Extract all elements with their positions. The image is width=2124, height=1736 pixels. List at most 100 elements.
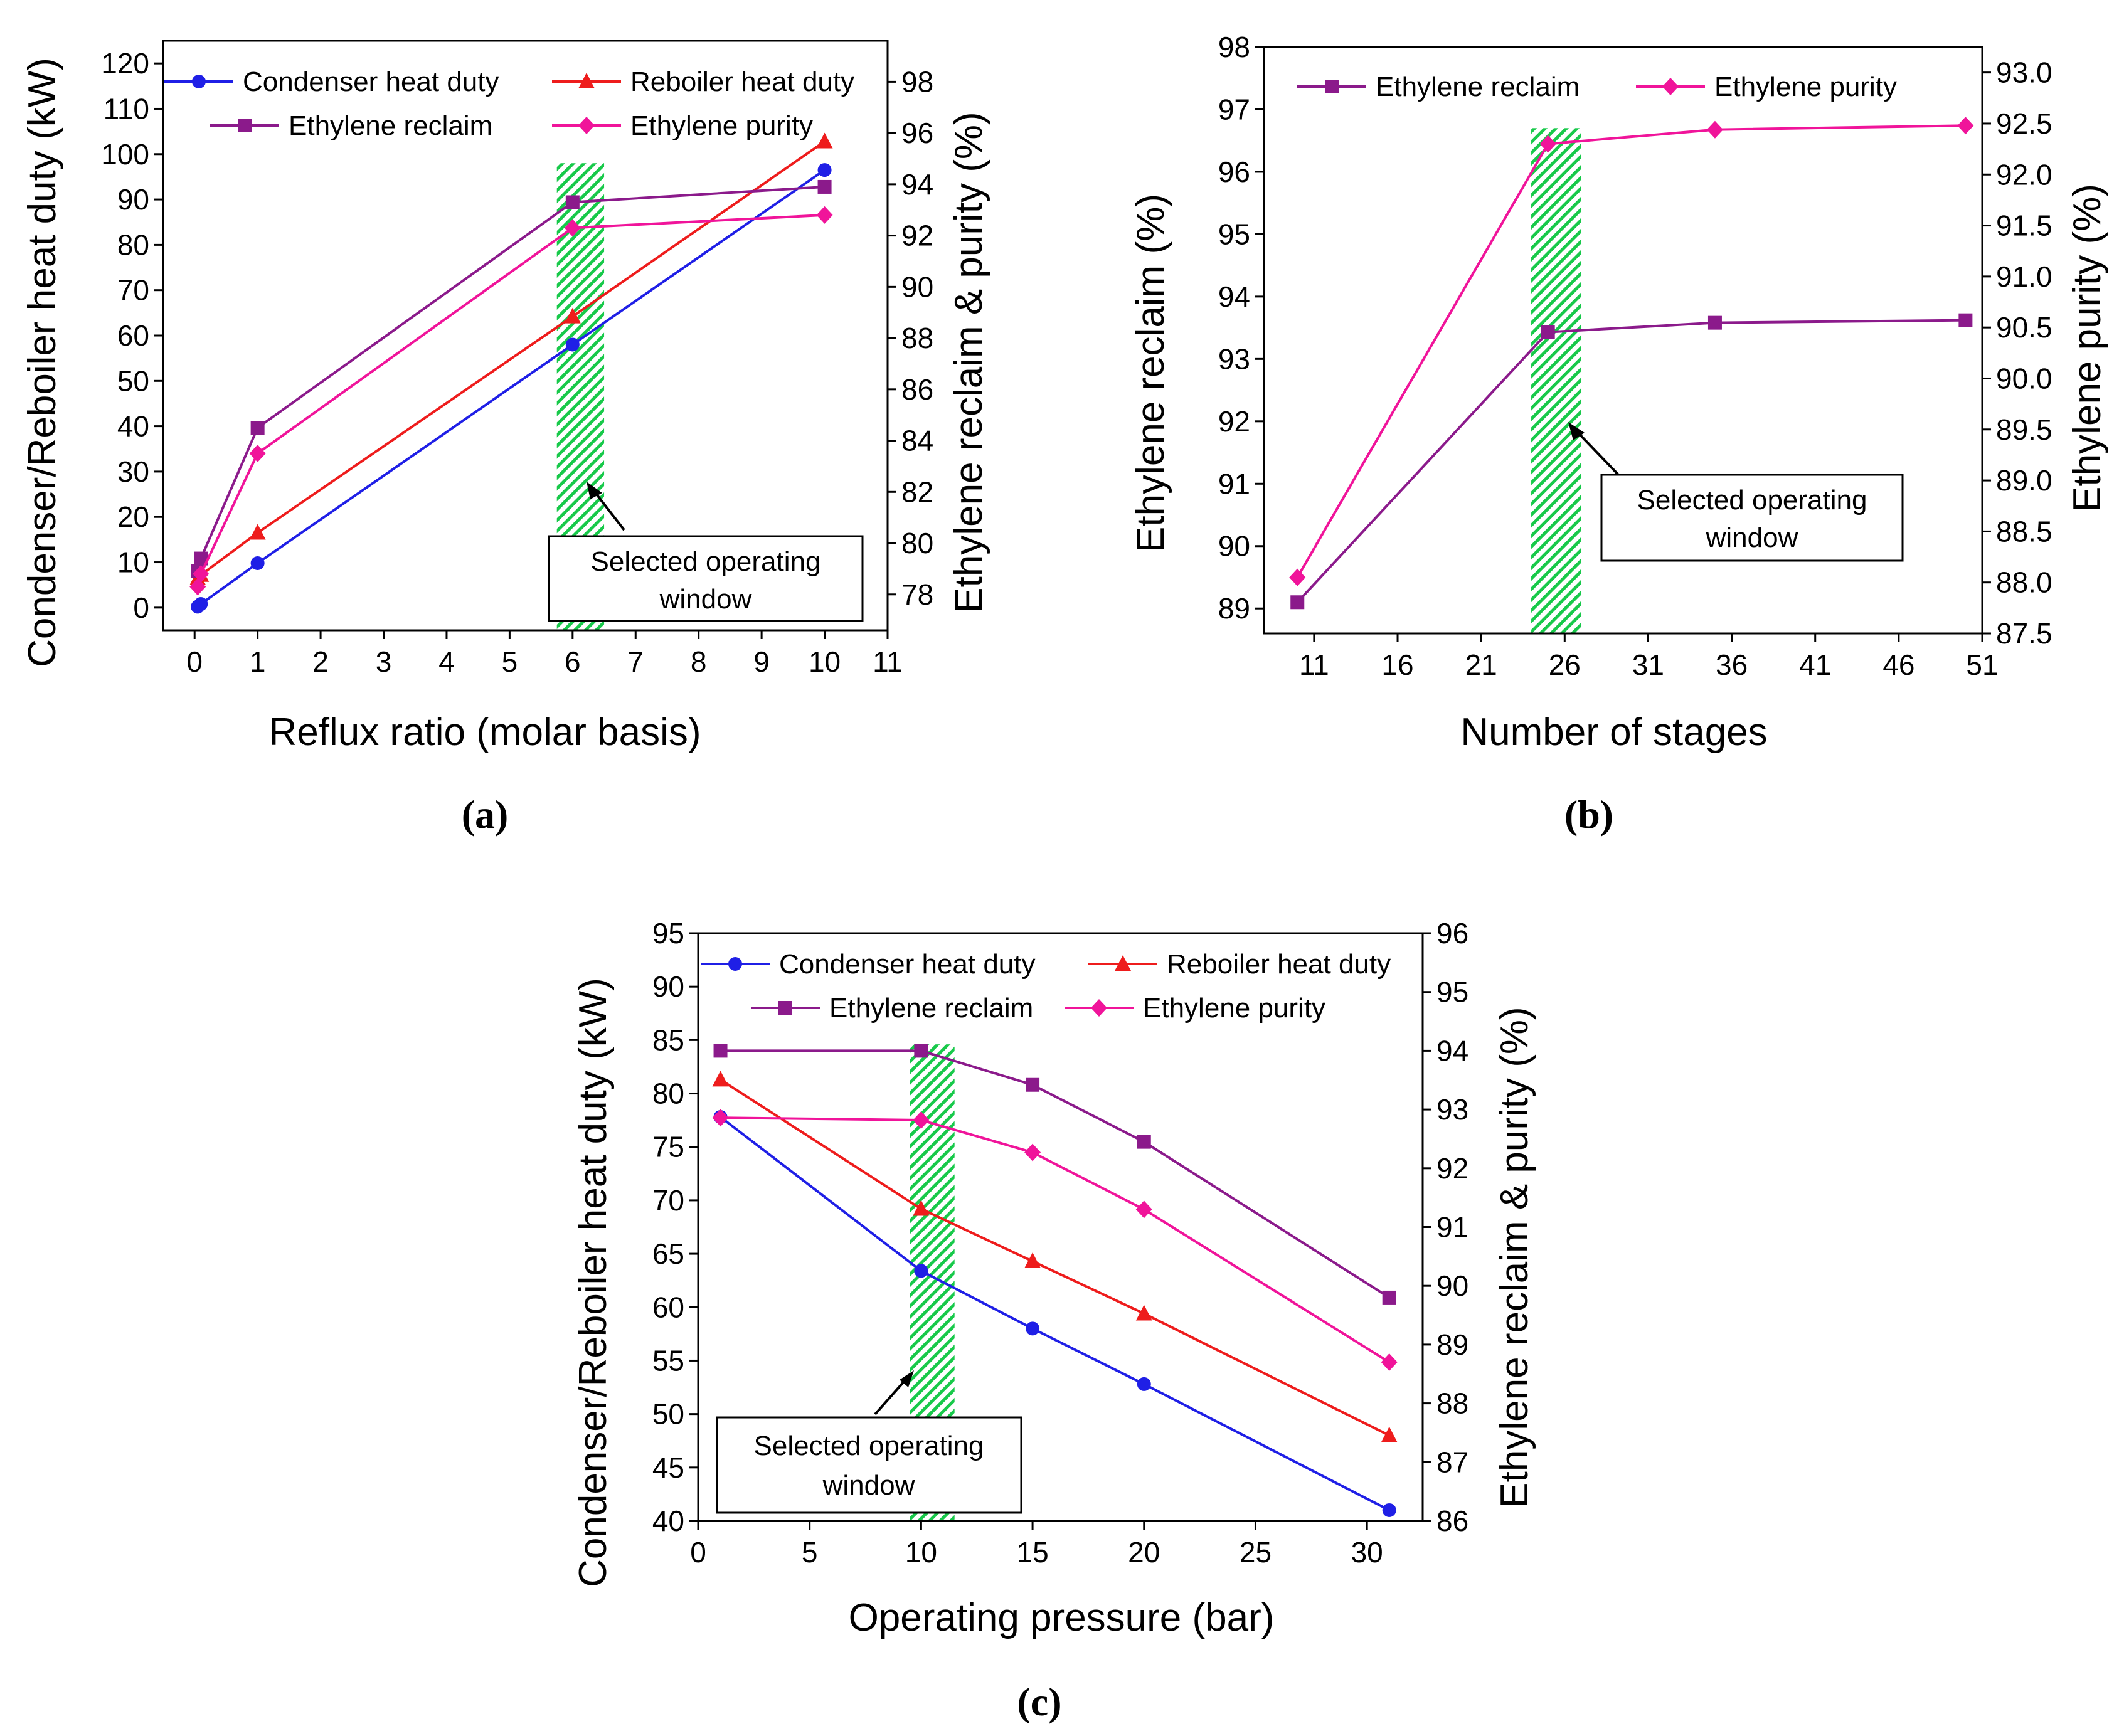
x-tick-label: 26	[1549, 648, 1581, 681]
x-tick-label: 3	[376, 645, 392, 678]
y2-tick-label: 92	[901, 220, 933, 252]
y-tick-label: 85	[652, 1024, 684, 1056]
y-tick-label: 60	[652, 1291, 684, 1323]
y-tick-label: 91	[1218, 467, 1250, 500]
y-tick-label: 90	[117, 183, 149, 216]
y2-tick-label: 98	[901, 65, 933, 98]
y-tick-label: 97	[1218, 93, 1250, 125]
x-tick-label: 46	[1882, 648, 1914, 681]
y2-tick-label: 90	[901, 270, 933, 303]
data-point	[1541, 325, 1555, 339]
y-tick-label: 75	[652, 1131, 684, 1163]
x-tick-label: 15	[1016, 1536, 1048, 1569]
y-tick-label: 30	[117, 455, 149, 488]
panel-a-caption: (a)	[462, 792, 509, 837]
y2-tick-label: 92.0	[1996, 158, 2052, 191]
y2-tick-label: 88.0	[1996, 566, 2052, 599]
data-point	[1135, 1305, 1152, 1321]
legend-entry: Ethylene reclaim	[751, 993, 1033, 1024]
legend-marker	[238, 119, 252, 132]
series-line	[196, 213, 825, 587]
y-tick-label: 40	[117, 410, 149, 443]
data-point	[1539, 135, 1556, 153]
legend-entry: Ethylene purity	[1065, 993, 1325, 1024]
y-tick-label: 70	[117, 274, 149, 307]
data-point	[817, 163, 832, 177]
panel-c-series-3	[712, 1109, 1398, 1372]
y2-tick-label: 89	[1436, 1328, 1468, 1361]
legend-label: Ethylene reclaim	[1376, 71, 1580, 102]
y2-tick-label: 92	[1436, 1152, 1468, 1185]
x-tick-label: 31	[1632, 648, 1664, 681]
data-point	[194, 597, 208, 611]
y2-tick-label: 91	[1436, 1211, 1468, 1244]
legend-marker	[1325, 80, 1339, 93]
data-point	[1706, 120, 1723, 139]
data-point	[1026, 1321, 1040, 1336]
y-tick-label: 90	[652, 970, 684, 1003]
y-tick-label: 89	[1218, 592, 1250, 625]
panel-c-xlabel: Operating pressure (bar)	[849, 1596, 1275, 1639]
y-tick-label: 50	[117, 364, 149, 397]
x-tick-label: 7	[627, 645, 644, 678]
y-tick-label: 95	[1218, 218, 1250, 250]
y2-tick-label: 89.0	[1996, 464, 2052, 497]
y2-tick-label: 94	[1436, 1034, 1468, 1067]
data-point	[913, 1111, 930, 1129]
panel-b-ylabel-right: Ethylene purity (%)	[2066, 184, 2109, 512]
legend-label: Ethylene reclaim	[829, 993, 1033, 1024]
panel-c-annotation-line1: Selected operating	[754, 1431, 984, 1461]
x-tick-label: 5	[502, 645, 518, 678]
x-tick-label: 1	[250, 645, 266, 678]
y2-tick-label: 86	[901, 373, 933, 406]
data-point	[249, 445, 266, 462]
panel-c-annotation-box: Selected operating window	[716, 1370, 1022, 1514]
y2-tick-label: 82	[901, 475, 933, 508]
y2-tick-label: 96	[901, 117, 933, 149]
legend-marker	[1115, 955, 1131, 971]
legend-marker	[728, 957, 742, 971]
y2-tick-label: 88	[1436, 1387, 1468, 1420]
panel-c-plot-layer: 0 5 10 15 20 25 30 40 45 50 55 60 65 70 75 80 85 90 95 86 87…	[652, 917, 1468, 1569]
legend-label: Ethylene purity	[1714, 71, 1897, 102]
y2-tick-label: 90	[1436, 1269, 1468, 1302]
y-tick-label: 98	[1218, 31, 1250, 63]
data-point	[816, 132, 833, 149]
x-tick-label: 2	[312, 645, 329, 678]
data-point	[1135, 1200, 1152, 1219]
y-tick-label: 93	[1218, 342, 1250, 375]
data-point	[1958, 313, 1973, 327]
x-tick-label: 41	[1799, 648, 1831, 681]
panel-b-series-1	[1289, 117, 1974, 586]
data-point	[565, 195, 580, 209]
x-tick-label: 10	[905, 1536, 937, 1569]
legend-marker	[1662, 78, 1679, 95]
panel-b-plot-layer: 11 16 21 26 31 36 41 46 51 89 90 91 92 93 94 95 96 97 98 87…	[1218, 31, 2052, 681]
data-point	[1137, 1377, 1151, 1391]
y-tick-label: 80	[652, 1077, 684, 1110]
panel-c-annotation-line2: window	[822, 1470, 915, 1501]
x-tick-label: 6	[565, 645, 581, 678]
data-point	[913, 1200, 930, 1216]
data-point	[1024, 1252, 1041, 1269]
y-tick-label: 70	[652, 1184, 684, 1217]
panel-b-annotation-arrow	[1572, 426, 1620, 476]
y2-tick-label: 91.5	[1996, 209, 2052, 242]
y2-tick-label: 84	[901, 425, 933, 457]
y-tick-label: 96	[1218, 156, 1250, 188]
y2-tick-label: 95	[1436, 976, 1468, 1008]
y-tick-label: 65	[652, 1237, 684, 1270]
panel-c-series-1	[712, 1071, 1398, 1442]
legend-entry: Ethylene reclaim	[210, 110, 492, 141]
y-tick-label: 45	[652, 1451, 684, 1484]
series-line	[720, 1049, 1390, 1299]
series-line	[720, 1116, 1390, 1363]
data-point	[816, 206, 833, 224]
y-tick-label: 10	[117, 546, 149, 579]
y2-tick-label: 80	[901, 527, 933, 559]
x-tick-label: 0	[186, 645, 203, 678]
panel-b-xlabel: Number of stages	[1460, 711, 1767, 754]
data-point	[189, 578, 206, 596]
legend-entry: Ethylene purity	[552, 110, 813, 141]
y2-tick-label: 88	[901, 322, 933, 354]
